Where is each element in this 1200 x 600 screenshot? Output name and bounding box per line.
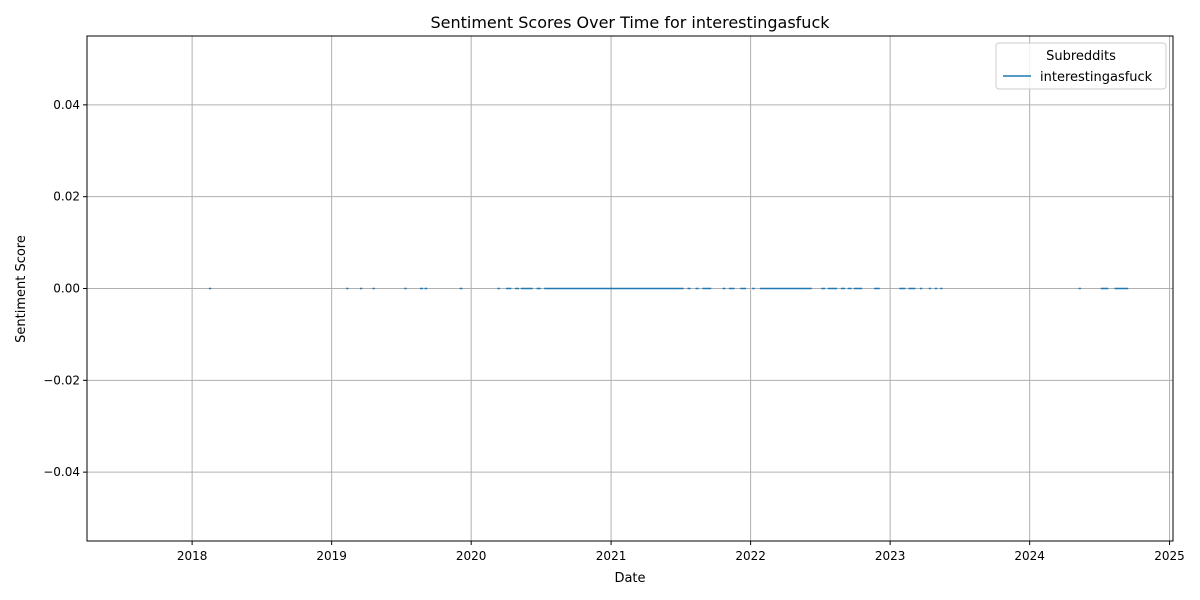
legend: Subreddits interestingasfuck	[995, 42, 1167, 90]
y-tick-label: 0.02	[53, 190, 80, 204]
axis-ticks: 2018 2019 2020 2021 2022 2023 2024 2025 0.04 0.02…	[43, 98, 1185, 563]
legend-title: Subreddits	[1046, 49, 1116, 64]
chart-title: Sentiment Scores Over Time for interesti…	[430, 13, 830, 32]
y-tick-label: 0.04	[53, 98, 80, 112]
legend-box	[995, 42, 1167, 90]
y-tick-label: −0.04	[43, 465, 80, 479]
y-axis-label: Sentiment Score	[14, 235, 29, 343]
x-tick-label: 2025	[1154, 549, 1185, 563]
x-tick-label: 2019	[316, 549, 347, 563]
x-tick-label: 2021	[596, 549, 627, 563]
y-tick-label: 0.00	[53, 282, 80, 296]
x-axis-label: Date	[614, 571, 645, 586]
x-tick-label: 2022	[735, 549, 766, 563]
x-tick-label: 2023	[875, 549, 906, 563]
y-tick-label: −0.02	[43, 373, 80, 387]
x-tick-label: 2020	[456, 549, 487, 563]
legend-entry-label: interestingasfuck	[1040, 70, 1153, 85]
x-tick-label: 2024	[1014, 549, 1045, 563]
x-tick-label: 2018	[177, 549, 208, 563]
grid	[87, 36, 1173, 541]
